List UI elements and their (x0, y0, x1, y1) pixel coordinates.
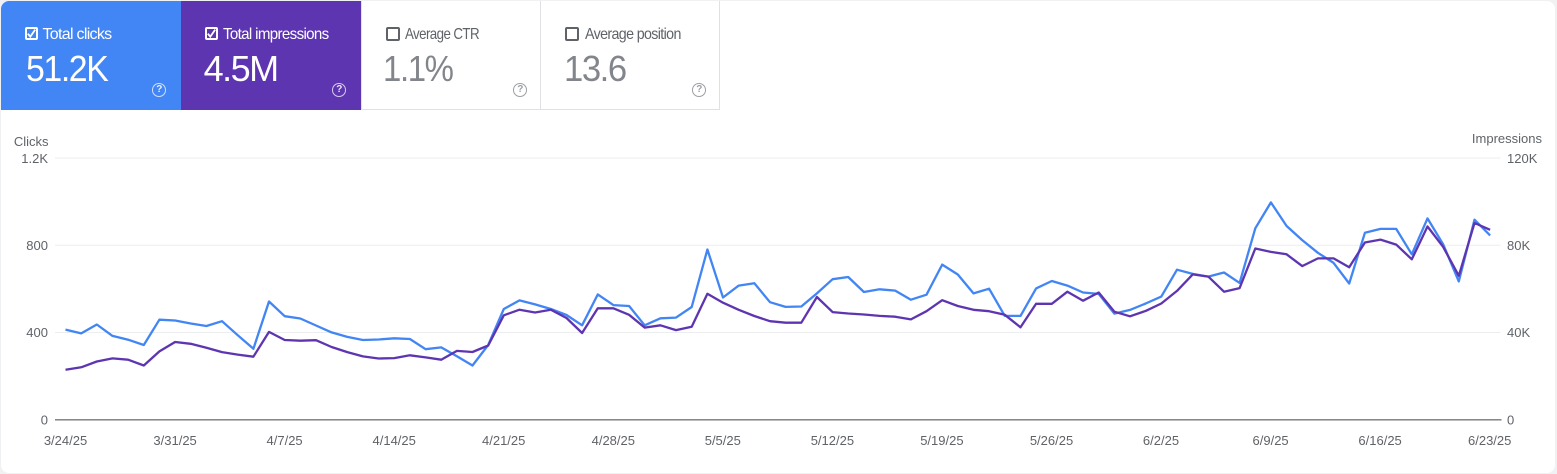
svg-text:120K: 120K (1507, 151, 1538, 166)
svg-text:3/24/25: 3/24/25 (44, 433, 87, 448)
svg-text:0: 0 (41, 413, 48, 428)
svg-text:1.2K: 1.2K (21, 151, 48, 166)
svg-text:Clicks: Clicks (14, 134, 49, 149)
svg-text:6/16/25: 6/16/25 (1358, 433, 1401, 448)
svg-text:5/26/25: 5/26/25 (1030, 433, 1073, 448)
svg-text:0: 0 (1507, 413, 1514, 428)
svg-text:6/2/25: 6/2/25 (1143, 433, 1179, 448)
svg-text:3/31/25: 3/31/25 (153, 433, 196, 448)
svg-text:5/19/25: 5/19/25 (920, 433, 963, 448)
svg-text:80K: 80K (1507, 238, 1530, 253)
svg-text:6/23/25: 6/23/25 (1468, 433, 1511, 448)
svg-text:400: 400 (26, 325, 48, 340)
svg-text:Impressions: Impressions (1472, 131, 1543, 146)
svg-text:5/12/25: 5/12/25 (811, 433, 854, 448)
svg-text:4/28/25: 4/28/25 (592, 433, 635, 448)
svg-text:4/21/25: 4/21/25 (482, 433, 525, 448)
svg-text:5/5/25: 5/5/25 (705, 433, 741, 448)
svg-text:800: 800 (26, 238, 48, 253)
svg-text:4/7/25: 4/7/25 (267, 433, 303, 448)
svg-text:4/14/25: 4/14/25 (373, 433, 416, 448)
svg-text:40K: 40K (1507, 325, 1530, 340)
svg-text:6/9/25: 6/9/25 (1253, 433, 1289, 448)
